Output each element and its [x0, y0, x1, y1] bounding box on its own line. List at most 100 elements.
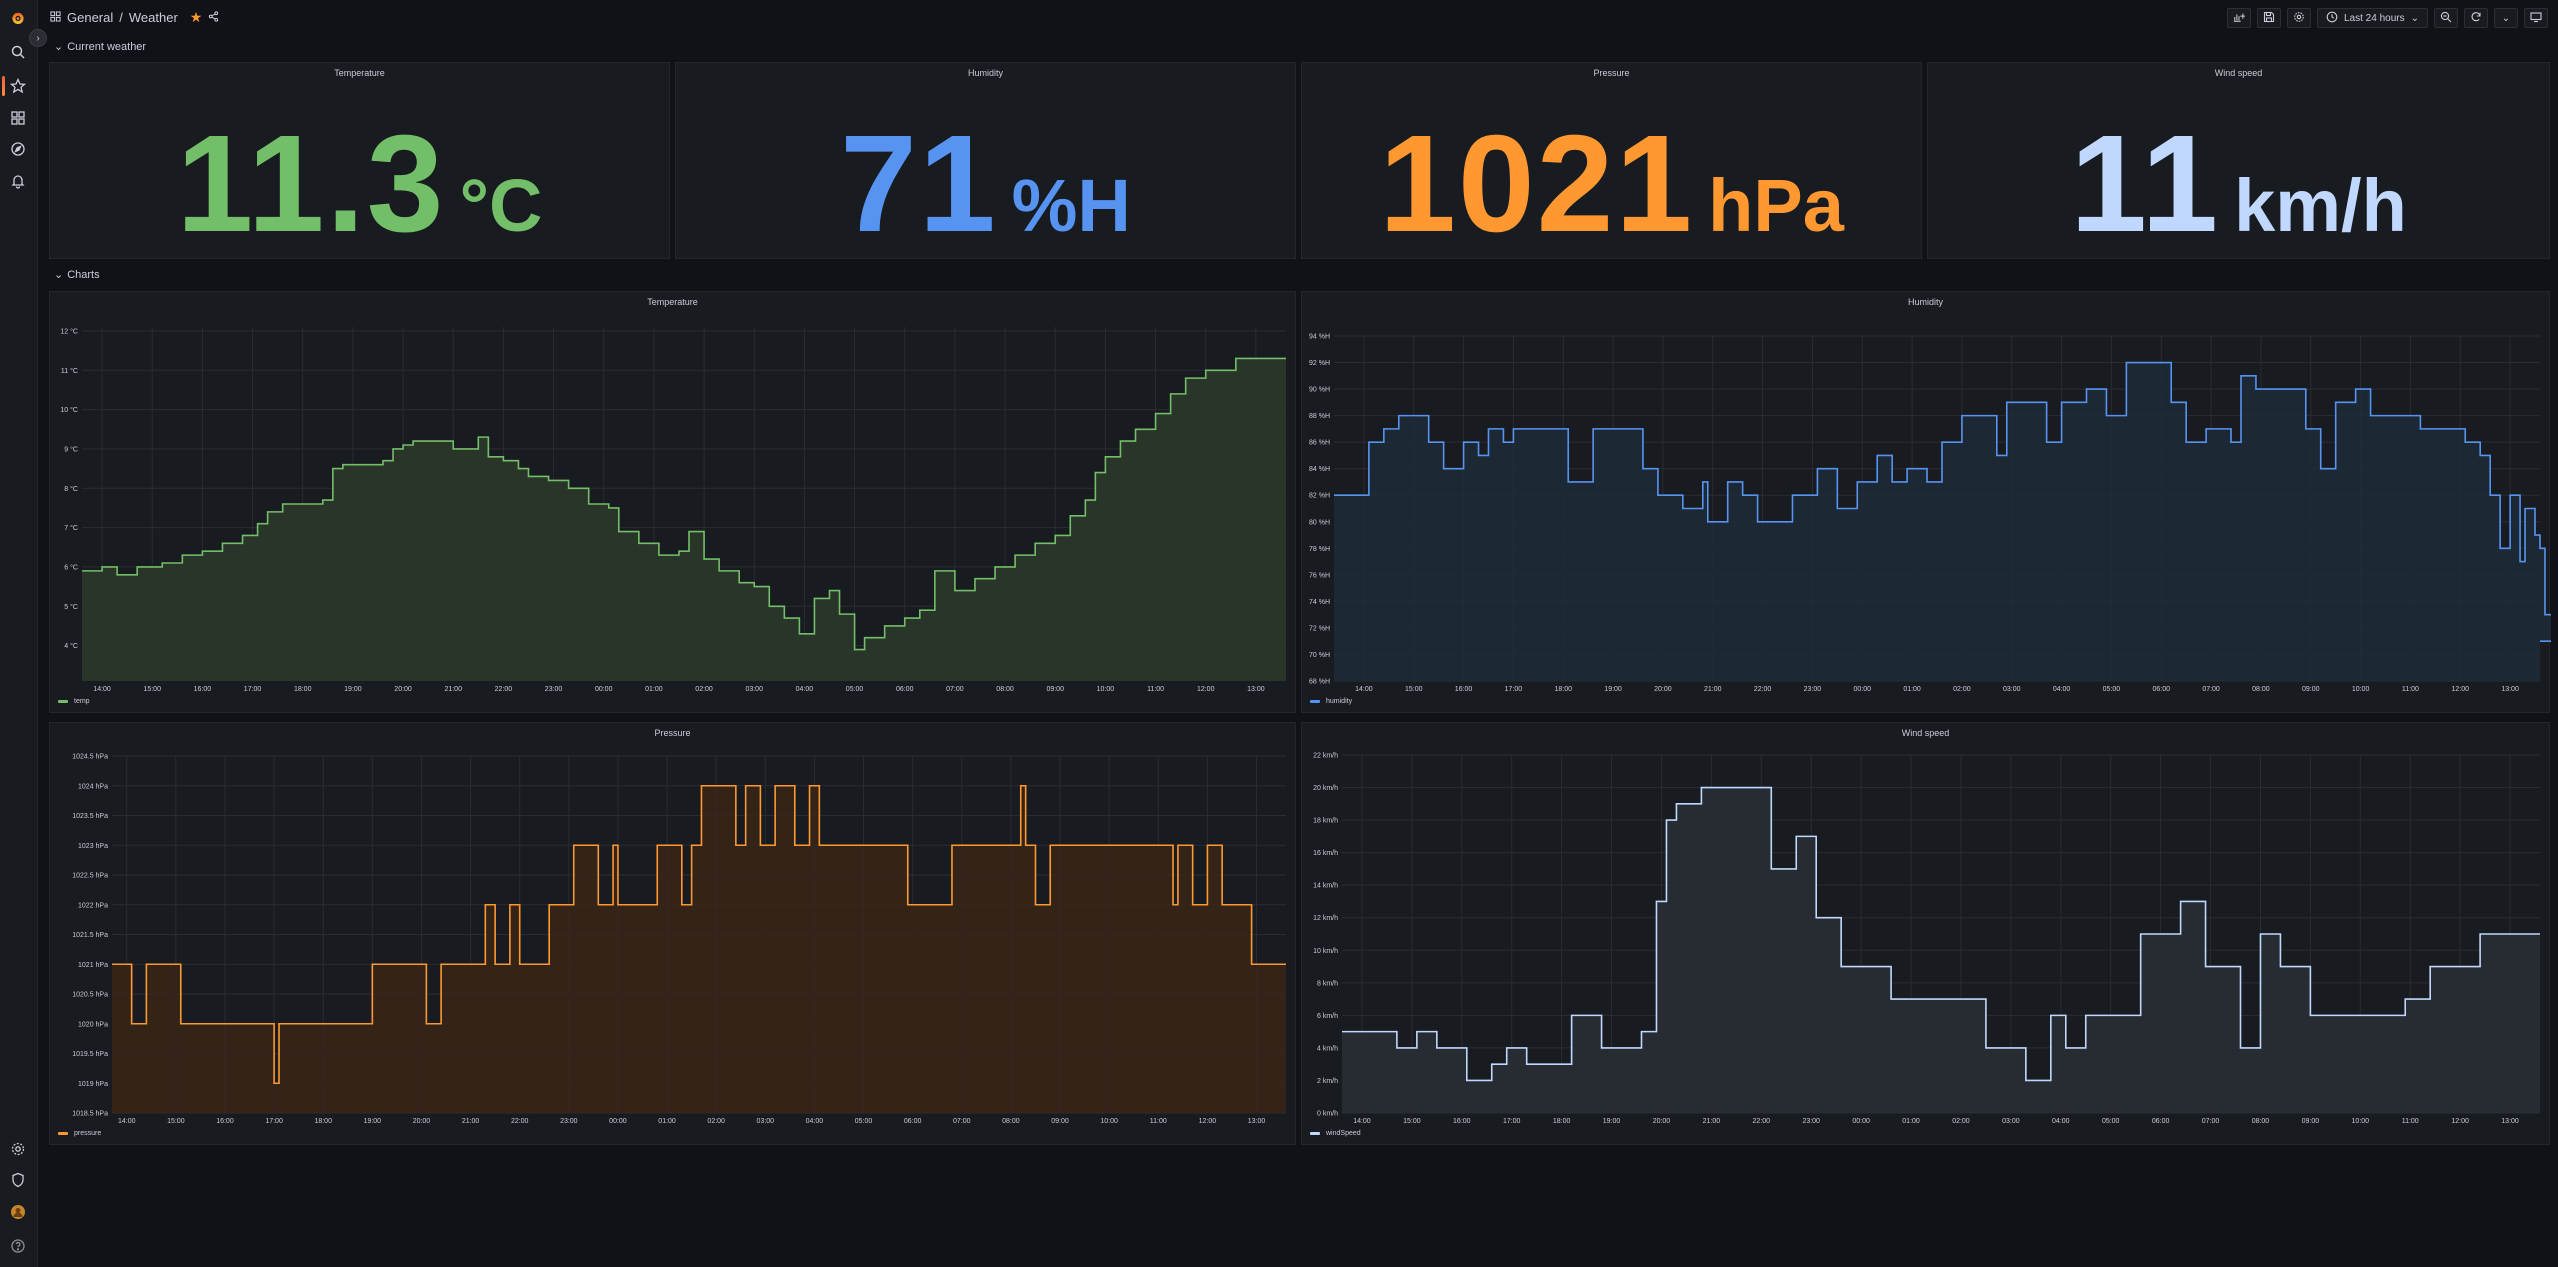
- row-header-current-weather[interactable]: ⌄ Current weather: [54, 40, 146, 54]
- x-tick-label: 09:00: [2302, 1118, 2320, 1125]
- zoom-out-button[interactable]: [2434, 8, 2458, 28]
- panel-title: Humidity: [967, 68, 1003, 78]
- row-header-charts[interactable]: ⌄ Charts: [54, 268, 100, 282]
- x-tick-label: 08:00: [2252, 686, 2270, 693]
- wind-speed-chart[interactable]: 0 km/h 2 km/h 4 km/h 6 km/h 8 km/h 10 km/h 12 …: [1302, 723, 2551, 1146]
- panel-title: Pressure: [654, 728, 691, 738]
- sidebar-expand-button[interactable]: ›: [29, 29, 47, 47]
- search-icon[interactable]: [8, 42, 28, 62]
- refresh-interval-dropdown[interactable]: ⌄: [2494, 8, 2518, 28]
- stat-unit: hPa: [1708, 164, 1844, 247]
- y-tick-label: 14 km/h: [1313, 883, 1338, 890]
- timeseries-panel-wind-speed[interactable]: Wind speed 0 km/h 2 km/h 4 km/h 6 km/h 8 km/…: [1301, 722, 2550, 1145]
- y-tick-label: 11 °C: [61, 367, 78, 375]
- x-tick-label: 10:00: [1097, 686, 1115, 693]
- help-icon[interactable]: [8, 1236, 28, 1256]
- x-tick-label: 14:00: [1355, 686, 1373, 693]
- x-tick-label: 22:00: [1753, 1118, 1771, 1125]
- settings-gear-icon[interactable]: [8, 1139, 28, 1159]
- timeseries-panel-pressure[interactable]: Pressure 1018.5 hPa 1019 hPa 1019.5 hPa 102…: [49, 722, 1296, 1145]
- save-dashboard-button[interactable]: [2257, 8, 2281, 28]
- x-tick-label: 06:00: [904, 1118, 922, 1125]
- x-tick-label: 09:00: [1046, 686, 1064, 693]
- x-tick-label: 19:00: [1604, 686, 1622, 693]
- stat-panel-wind-speed[interactable]: Wind speed 11 km/h: [1927, 62, 2550, 261]
- chevron-down-icon: ⌄: [2410, 12, 2419, 24]
- x-tick-label: 12:00: [2451, 1118, 2469, 1125]
- dashboards-icon[interactable]: [8, 108, 28, 128]
- panel-title: Wind speed: [2214, 68, 2263, 78]
- chart-legend[interactable]: temp: [58, 698, 90, 705]
- x-tick-label: 00:00: [1853, 686, 1871, 693]
- timeseries-panel-temperature[interactable]: Temperature 4 °C 5 °C 6 °C 7 °C 8 °C 9 °C 10 °…: [49, 291, 1296, 713]
- chart-legend[interactable]: humidity: [1310, 698, 1352, 705]
- x-tick-label: 16:00: [1453, 1118, 1471, 1125]
- add-panel-button[interactable]: [2227, 8, 2251, 28]
- dashboard-settings-button[interactable]: [2287, 8, 2311, 28]
- y-tick-label: 90 %H: [1309, 387, 1330, 394]
- y-tick-label: 92 %H: [1309, 360, 1330, 367]
- x-tick-label: 23:00: [545, 686, 563, 693]
- explore-icon[interactable]: [8, 139, 28, 159]
- x-tick-label: 05:00: [855, 1118, 873, 1125]
- x-tick-label: 21:00: [1703, 1118, 1721, 1125]
- clock-icon: [2326, 11, 2338, 26]
- favorite-star-icon[interactable]: ★: [189, 9, 203, 25]
- stat-panel-pressure[interactable]: Pressure 1021 hPa: [1301, 62, 1922, 261]
- stat-number: 1021: [1379, 107, 1695, 261]
- grafana-logo-icon[interactable]: [8, 8, 28, 28]
- stat-unit: km/h: [2234, 164, 2407, 247]
- y-tick-label: 20 km/h: [1313, 785, 1338, 792]
- y-tick-label: 5 °C: [64, 603, 78, 611]
- chart-legend[interactable]: windSpeed: [1310, 1130, 1361, 1137]
- stat-panel-temperature[interactable]: Temperature 11.3 °C: [49, 62, 670, 261]
- breadcrumb-folder-link[interactable]: General: [67, 10, 114, 25]
- x-tick-label: 18:00: [1553, 1118, 1571, 1125]
- x-tick-label: 10:00: [1100, 1118, 1118, 1125]
- view-mode-button[interactable]: [2524, 8, 2548, 28]
- starred-icon[interactable]: [8, 76, 28, 96]
- x-tick-label: 12:00: [2451, 686, 2469, 693]
- x-tick-label: 00:00: [609, 1118, 627, 1125]
- y-tick-label: 1024.5 hPa: [72, 754, 108, 761]
- x-tick-label: 01:00: [1903, 686, 1921, 693]
- y-tick-label: 8 km/h: [1317, 980, 1338, 987]
- x-tick-label: 01:00: [645, 686, 663, 693]
- alerting-bell-icon[interactable]: [8, 171, 28, 191]
- y-tick-label: 16 km/h: [1313, 850, 1338, 857]
- breadcrumb-separator: /: [119, 10, 123, 25]
- x-tick-label: 07:00: [946, 686, 964, 693]
- x-tick-label: 20:00: [394, 686, 412, 693]
- dashboard-toolbar: Last 24 hours ⌄ ⌄: [2227, 8, 2548, 28]
- x-tick-label: 04:00: [796, 686, 814, 693]
- dashboard-title[interactable]: Weather: [128, 10, 178, 25]
- x-tick-label: 17:00: [244, 686, 262, 693]
- x-tick-label: 01:00: [658, 1118, 676, 1125]
- x-tick-label: 18:00: [1554, 686, 1572, 693]
- x-tick-label: 10:00: [2352, 1118, 2370, 1125]
- legend-swatch: [58, 700, 68, 703]
- y-tick-label: 1022 hPa: [78, 902, 108, 909]
- avatar[interactable]: [8, 1202, 28, 1222]
- save-icon: [2263, 11, 2275, 26]
- legend-label: windSpeed: [1326, 1130, 1361, 1137]
- humidity-chart[interactable]: 68 %H 70 %H 72 %H 74 %H 76 %H 78 %H 80 %H 82 %H…: [1302, 292, 2551, 714]
- dashboard-grid-icon: [50, 10, 61, 25]
- y-tick-label: 4 km/h: [1317, 1045, 1338, 1052]
- temperature-chart[interactable]: 4 °C 5 °C 6 °C 7 °C 8 °C 9 °C 10 °C 11 °C 12 °C 1…: [50, 292, 1297, 714]
- y-tick-label: 9 °C: [64, 445, 78, 453]
- shield-icon[interactable]: [8, 1170, 28, 1190]
- time-range-picker[interactable]: Last 24 hours ⌄: [2317, 8, 2428, 28]
- y-tick-label: 1023 hPa: [78, 843, 108, 850]
- chart-legend[interactable]: pressure: [58, 1130, 101, 1137]
- y-tick-label: 76 %H: [1309, 572, 1330, 579]
- refresh-button[interactable]: [2464, 8, 2488, 28]
- timeseries-panel-humidity[interactable]: Humidity 68 %H 70 %H 72 %H 74 %H 76 %H 78 %H 8…: [1301, 291, 2551, 714]
- stat-panel-humidity[interactable]: Humidity 71 %H: [675, 62, 1296, 261]
- share-icon[interactable]: [208, 10, 219, 25]
- pressure-chart[interactable]: 1018.5 hPa 1019 hPa 1019.5 hPa 1020 hPa 1020…: [50, 723, 1297, 1146]
- x-tick-label: 20:00: [1654, 686, 1672, 693]
- x-tick-label: 11:00: [1147, 686, 1164, 693]
- x-tick-label: 04:00: [806, 1118, 824, 1125]
- legend-label: temp: [74, 698, 90, 705]
